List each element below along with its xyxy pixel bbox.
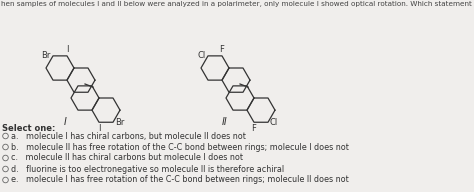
Text: b.   molecule II has free rotation of the C-C bond between rings; molecule I doe: b. molecule II has free rotation of the … <box>11 142 349 151</box>
Text: hen samples of molecules I and II below were analyzed in a polarimeter, only mol: hen samples of molecules I and II below … <box>1 1 474 7</box>
Text: Cl: Cl <box>270 118 278 127</box>
Text: I: I <box>64 117 66 127</box>
Text: a.   molecule I has chiral carbons, but molecule II does not: a. molecule I has chiral carbons, but mo… <box>11 132 246 141</box>
Circle shape <box>3 177 9 183</box>
Text: Cl: Cl <box>198 51 206 60</box>
Text: II: II <box>222 117 228 127</box>
Circle shape <box>3 155 9 161</box>
Text: c.   molecule II has chiral carbons but molecule I does not: c. molecule II has chiral carbons but mo… <box>11 153 243 162</box>
Text: I: I <box>98 124 100 133</box>
Text: I: I <box>66 45 68 54</box>
Text: Br: Br <box>41 51 50 60</box>
Text: e.   molecule I has free rotation of the C-C bond between rings; molecule II doe: e. molecule I has free rotation of the C… <box>11 175 349 185</box>
Text: F: F <box>252 124 256 133</box>
Circle shape <box>3 133 9 139</box>
Text: F: F <box>219 45 224 54</box>
Text: Select one:: Select one: <box>2 124 55 133</box>
Circle shape <box>3 144 9 150</box>
Text: Br: Br <box>115 118 124 127</box>
Text: d.   fluorine is too electronegative so molecule II is therefore achiral: d. fluorine is too electronegative so mo… <box>11 165 284 174</box>
Circle shape <box>3 166 9 172</box>
